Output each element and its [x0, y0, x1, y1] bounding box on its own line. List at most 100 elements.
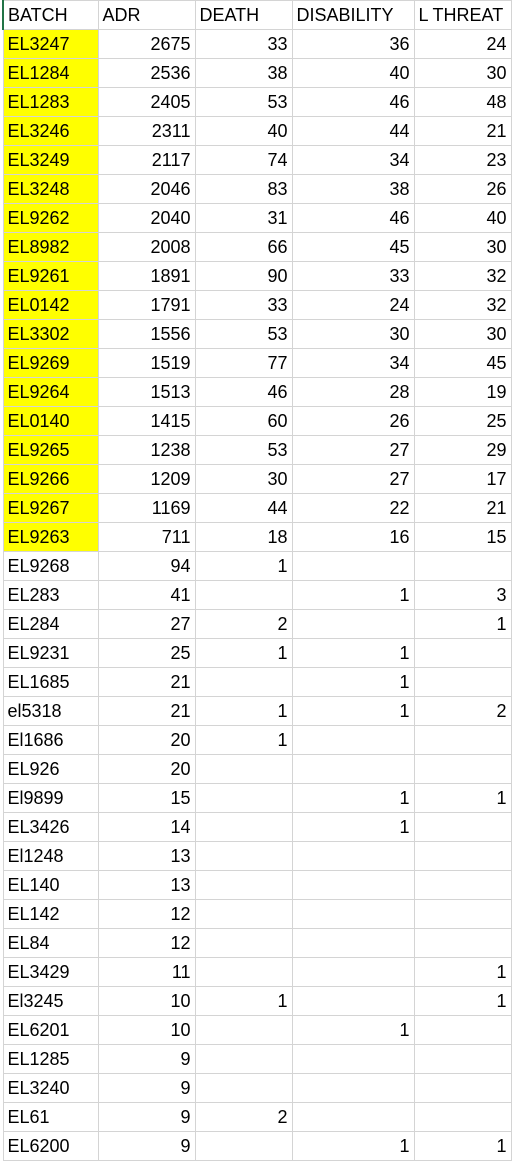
- death-cell[interactable]: [194, 841, 293, 871]
- death-cell[interactable]: [194, 870, 293, 900]
- l-threat-cell[interactable]: 1: [413, 986, 512, 1016]
- l-threat-cell[interactable]: [413, 638, 512, 668]
- death-cell[interactable]: 1: [194, 551, 293, 581]
- l-threat-cell[interactable]: 17: [413, 464, 512, 494]
- batch-cell[interactable]: EL9264: [2, 377, 99, 407]
- death-cell[interactable]: [194, 899, 293, 929]
- batch-cell[interactable]: EL1285: [2, 1044, 99, 1074]
- adr-cell[interactable]: 2405: [97, 87, 196, 117]
- adr-cell[interactable]: 2675: [97, 29, 196, 59]
- batch-cell[interactable]: EL3240: [2, 1073, 99, 1103]
- l-threat-cell[interactable]: [413, 1015, 512, 1045]
- disability-cell[interactable]: 1: [291, 812, 415, 842]
- disability-cell[interactable]: 46: [291, 203, 415, 233]
- batch-cell[interactable]: El9899: [2, 783, 99, 813]
- death-cell[interactable]: 1: [194, 696, 293, 726]
- death-cell[interactable]: 33: [194, 29, 293, 59]
- adr-cell[interactable]: 11: [97, 957, 196, 987]
- disability-cell[interactable]: 22: [291, 493, 415, 523]
- l-threat-cell[interactable]: 1: [413, 957, 512, 987]
- death-cell[interactable]: [194, 783, 293, 813]
- death-cell[interactable]: [194, 1044, 293, 1074]
- adr-cell[interactable]: 10: [97, 986, 196, 1016]
- death-cell[interactable]: [194, 667, 293, 697]
- l-threat-cell[interactable]: 25: [413, 406, 512, 436]
- batch-cell[interactable]: EL8982: [2, 232, 99, 262]
- disability-cell[interactable]: 27: [291, 435, 415, 465]
- column-header-death[interactable]: DEATH: [194, 0, 293, 30]
- l-threat-cell[interactable]: 21: [413, 493, 512, 523]
- l-threat-cell[interactable]: 29: [413, 435, 512, 465]
- disability-cell[interactable]: 30: [291, 319, 415, 349]
- l-threat-cell[interactable]: 30: [413, 232, 512, 262]
- adr-cell[interactable]: 2046: [97, 174, 196, 204]
- death-cell[interactable]: [194, 928, 293, 958]
- adr-cell[interactable]: 13: [97, 841, 196, 871]
- l-threat-cell[interactable]: [413, 1044, 512, 1074]
- adr-cell[interactable]: 1513: [97, 377, 196, 407]
- adr-cell[interactable]: 20: [97, 725, 196, 755]
- l-threat-cell[interactable]: 40: [413, 203, 512, 233]
- disability-cell[interactable]: 46: [291, 87, 415, 117]
- death-cell[interactable]: 74: [194, 145, 293, 175]
- death-cell[interactable]: [194, 957, 293, 987]
- death-cell[interactable]: 38: [194, 58, 293, 88]
- l-threat-cell[interactable]: 21: [413, 116, 512, 146]
- batch-cell[interactable]: EL3426: [2, 812, 99, 842]
- adr-cell[interactable]: 1519: [97, 348, 196, 378]
- l-threat-cell[interactable]: [413, 1073, 512, 1103]
- adr-cell[interactable]: 1415: [97, 406, 196, 436]
- disability-cell[interactable]: 36: [291, 29, 415, 59]
- disability-cell[interactable]: [291, 725, 415, 755]
- disability-cell[interactable]: 34: [291, 145, 415, 175]
- batch-cell[interactable]: EL140: [2, 870, 99, 900]
- batch-cell[interactable]: EL1284: [2, 58, 99, 88]
- disability-cell[interactable]: 1: [291, 638, 415, 668]
- death-cell[interactable]: 18: [194, 522, 293, 552]
- l-threat-cell[interactable]: [413, 667, 512, 697]
- adr-cell[interactable]: 2311: [97, 116, 196, 146]
- adr-cell[interactable]: 2040: [97, 203, 196, 233]
- death-cell[interactable]: 2: [194, 609, 293, 639]
- adr-cell[interactable]: 25: [97, 638, 196, 668]
- batch-cell[interactable]: EL3249: [2, 145, 99, 175]
- adr-cell[interactable]: 1891: [97, 261, 196, 291]
- death-cell[interactable]: 1: [194, 725, 293, 755]
- batch-cell[interactable]: EL61: [2, 1102, 99, 1132]
- l-threat-cell[interactable]: 1: [413, 783, 512, 813]
- batch-cell[interactable]: EL142: [2, 899, 99, 929]
- death-cell[interactable]: [194, 1015, 293, 1045]
- batch-cell[interactable]: EL9266: [2, 464, 99, 494]
- adr-cell[interactable]: 21: [97, 667, 196, 697]
- l-threat-cell[interactable]: [413, 551, 512, 581]
- l-threat-cell[interactable]: 15: [413, 522, 512, 552]
- disability-cell[interactable]: 24: [291, 290, 415, 320]
- column-header-batch[interactable]: BATCH: [2, 0, 99, 30]
- disability-cell[interactable]: 16: [291, 522, 415, 552]
- disability-cell[interactable]: 1: [291, 783, 415, 813]
- l-threat-cell[interactable]: 23: [413, 145, 512, 175]
- disability-cell[interactable]: [291, 928, 415, 958]
- batch-cell[interactable]: EL9265: [2, 435, 99, 465]
- l-threat-cell[interactable]: [413, 841, 512, 871]
- disability-cell[interactable]: [291, 841, 415, 871]
- adr-cell[interactable]: 1238: [97, 435, 196, 465]
- batch-cell[interactable]: EL9267: [2, 493, 99, 523]
- adr-cell[interactable]: 94: [97, 551, 196, 581]
- adr-cell[interactable]: 12: [97, 899, 196, 929]
- disability-cell[interactable]: [291, 870, 415, 900]
- adr-cell[interactable]: 14: [97, 812, 196, 842]
- adr-cell[interactable]: 41: [97, 580, 196, 610]
- batch-cell[interactable]: EL6201: [2, 1015, 99, 1045]
- l-threat-cell[interactable]: 2: [413, 696, 512, 726]
- batch-cell[interactable]: EL1283: [2, 87, 99, 117]
- l-threat-cell[interactable]: 32: [413, 261, 512, 291]
- l-threat-cell[interactable]: [413, 725, 512, 755]
- column-header-disability[interactable]: DISABILITY: [291, 0, 415, 30]
- adr-cell[interactable]: 13: [97, 870, 196, 900]
- death-cell[interactable]: 31: [194, 203, 293, 233]
- batch-cell[interactable]: EL84: [2, 928, 99, 958]
- adr-cell[interactable]: 711: [97, 522, 196, 552]
- disability-cell[interactable]: 1: [291, 1131, 415, 1161]
- adr-cell[interactable]: 21: [97, 696, 196, 726]
